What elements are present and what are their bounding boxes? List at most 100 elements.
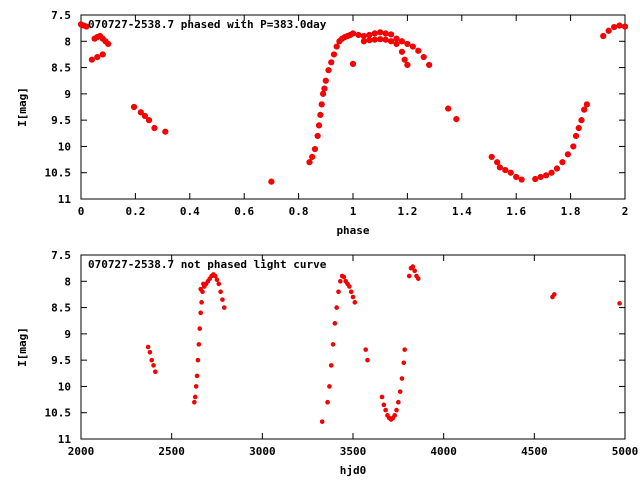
unphased-plot-point xyxy=(348,289,354,295)
phased-plot-point xyxy=(315,122,323,129)
phased-plot-point xyxy=(137,109,144,116)
phased-plot-point xyxy=(605,27,612,34)
phased-plot-xtick-label: 1.2 xyxy=(397,205,417,218)
phased-plot-point xyxy=(330,51,338,58)
phased-plot-point xyxy=(377,36,384,43)
unphased-plot-point xyxy=(153,369,158,375)
phased-plot-point xyxy=(318,101,325,108)
unphased-plot-title: 070727-2538.7 not phased light curve xyxy=(88,258,327,271)
unphased-plot-point xyxy=(412,268,417,274)
phased-plot-point xyxy=(548,169,555,176)
phased-plot-point xyxy=(401,56,408,63)
phased-plot-point xyxy=(360,32,367,40)
unphased-plot-point xyxy=(193,384,199,389)
phased-plot-point xyxy=(99,51,106,58)
phased-plot: 0 0.2 0.4 0.6 0.8 1 1.2 1.4 1.6 1.8 2 7.5 8 8.5 9 9.5 10… xyxy=(16,9,628,237)
phased-plot-xtick-label: 0.2 xyxy=(125,205,145,218)
unphased-plot-xlabel: hjd0 xyxy=(340,464,367,477)
unphased-plot-point xyxy=(196,342,202,347)
phased-plot-point xyxy=(611,23,618,31)
phased-plot-title: 070727-2538.7 phased with P=383.0day xyxy=(88,18,327,31)
unphased-plot-point xyxy=(199,300,204,305)
phased-plot-xtick-label: 0.4 xyxy=(180,205,200,218)
phased-plot-point xyxy=(355,31,362,39)
phased-plot-point xyxy=(621,23,629,30)
phased-plot-point xyxy=(409,43,416,50)
unphased-plot-point xyxy=(341,274,347,280)
unphased-plot-xtick-label: 4500 xyxy=(521,445,548,458)
phased-plot-point xyxy=(415,47,422,54)
unphased-plot-point xyxy=(325,399,330,405)
unphased-plot-point xyxy=(365,357,370,363)
unphased-plot-point xyxy=(198,310,203,316)
unphased-plot-point xyxy=(334,305,339,310)
phased-plot-ytick-label: 11 xyxy=(58,193,72,206)
phased-plot-point xyxy=(325,67,332,74)
unphased-plot-point xyxy=(551,292,557,297)
unphased-plot-point xyxy=(338,278,343,284)
phased-plot-xlabel: phase xyxy=(336,224,369,237)
unphased-plot-xtick-label: 4000 xyxy=(430,445,457,458)
unphased-plot-point xyxy=(406,273,412,279)
unphased-plot-point xyxy=(410,264,416,269)
phased-plot-xtick-label: 1 xyxy=(350,205,357,218)
phased-plot-point xyxy=(575,124,582,132)
unphased-plot: 2000 2500 3000 3500 4000 4500 5000 7.5 8 8.5 9 9.5 1… xyxy=(16,249,638,477)
unphased-plot-point xyxy=(214,277,220,283)
unphased-plot-point xyxy=(394,407,399,413)
unphased-plot-point xyxy=(220,297,225,302)
phased-plot-point xyxy=(398,38,406,45)
unphased-plot-point xyxy=(201,281,206,287)
unphased-plot-point xyxy=(399,376,405,381)
phased-plot-point xyxy=(553,165,561,172)
phased-plot-xtick-label: 1.4 xyxy=(452,205,472,218)
phased-plot-point xyxy=(404,40,411,48)
unphased-plot-point xyxy=(379,394,385,400)
phased-plot-point xyxy=(382,36,389,43)
phased-plot-point xyxy=(507,169,514,176)
unphased-plot-xtick-label: 2500 xyxy=(158,445,185,458)
phased-plot-point xyxy=(445,105,452,112)
phased-plot-point xyxy=(570,143,577,150)
phased-plot-point xyxy=(616,22,623,29)
phased-plot-point xyxy=(387,38,395,45)
phased-plot-point xyxy=(360,38,367,45)
phased-plot-point xyxy=(382,30,389,37)
phased-plot-point xyxy=(387,31,395,38)
unphased-plot-point xyxy=(149,357,155,363)
unphased-plot-point xyxy=(328,363,334,368)
unphased-plot-point xyxy=(352,300,358,305)
phased-plot-point xyxy=(141,112,149,120)
phased-plot-ytick-label: 10 xyxy=(58,140,71,153)
unphased-plot-point xyxy=(218,289,223,295)
phased-plot-point xyxy=(393,40,400,48)
phased-plot-point xyxy=(518,176,525,183)
phased-plot-point xyxy=(333,43,340,50)
unphased-plot-point xyxy=(350,294,356,300)
unphased-plot-xtick-label: 5000 xyxy=(612,445,639,458)
unphased-plot-point xyxy=(319,419,325,424)
unphased-plot-ytick-label: 8 xyxy=(64,275,71,288)
phased-plot-point xyxy=(513,173,520,181)
unphased-plot-point xyxy=(397,389,403,394)
phased-plot-point xyxy=(543,172,550,179)
unphased-plot-point xyxy=(192,399,197,405)
phased-plot-xtick-label: 0.8 xyxy=(289,205,309,218)
unphased-plot-ytick-label: 10 xyxy=(58,380,71,393)
phased-plot-points xyxy=(77,21,629,185)
unphased-plot-xtick-label: 3000 xyxy=(249,445,276,458)
phased-plot-point xyxy=(94,53,101,61)
phased-plot-point xyxy=(496,164,503,171)
unphased-plot-xtick-label: 3500 xyxy=(340,445,367,458)
phased-plot-point xyxy=(494,159,501,166)
phased-plot-point xyxy=(398,48,406,55)
phased-plot-point xyxy=(105,40,112,48)
phased-plot-point xyxy=(371,36,378,43)
phased-plot-point xyxy=(453,115,460,123)
unphased-plot-point xyxy=(330,342,336,347)
unphased-plot-point xyxy=(347,284,352,289)
phased-plot-ytick-label: 7.5 xyxy=(51,9,71,22)
phased-plot-point xyxy=(322,77,329,84)
phased-plot-ytick-label: 8 xyxy=(64,35,71,48)
